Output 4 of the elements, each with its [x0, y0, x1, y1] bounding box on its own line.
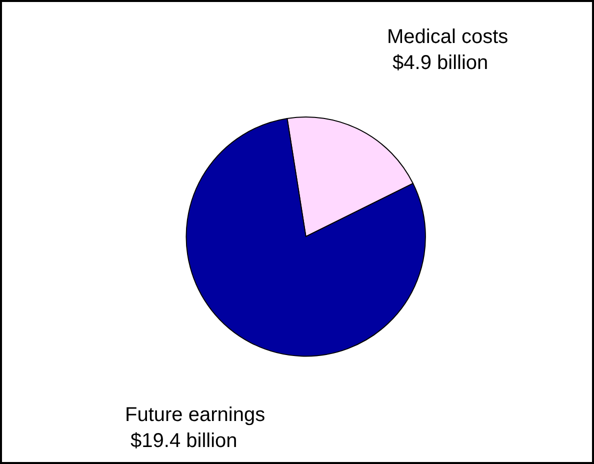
slice-label: Medical costs: [387, 26, 508, 48]
slice-label: Future earnings: [125, 404, 266, 426]
data-label: $19.4 billion: [125, 430, 238, 452]
data-label: $4.9 billion: [387, 52, 488, 74]
